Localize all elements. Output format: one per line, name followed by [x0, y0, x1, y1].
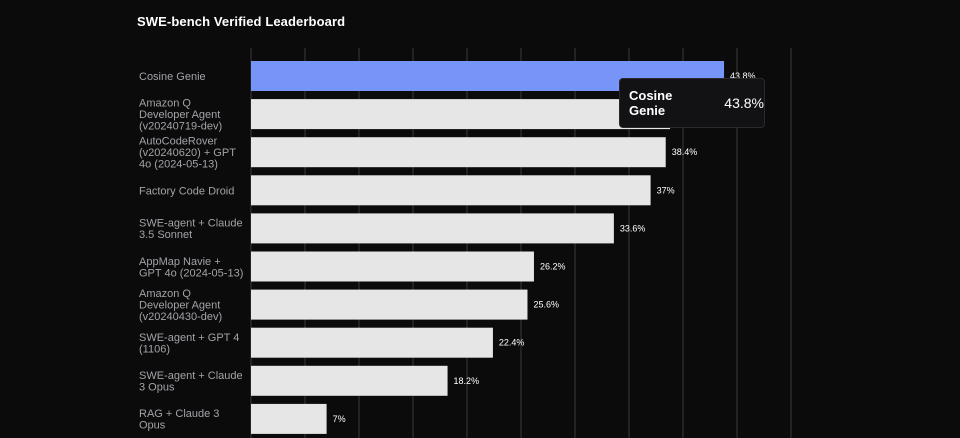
category-label-line: Factory Code Droid — [139, 185, 234, 197]
category-label-line: 3.5 Sonnet — [139, 229, 192, 241]
category-label: SWE-agent + Claude 3.5 Sonnet — [139, 218, 243, 242]
category-label-line: Developer Agent — [139, 300, 220, 312]
category-label-line: (v20240620) + GPT — [139, 147, 236, 159]
bar[interactable] — [251, 137, 666, 168]
category-label-line: Opus — [139, 420, 166, 432]
category-label: Factory Code Droid — [139, 185, 234, 197]
category-label: SWE-agent + GPT 4 (1106) — [139, 332, 239, 356]
bar-value-label: 25.6% — [533, 300, 559, 310]
category-label-line: Amazon Q — [139, 98, 191, 110]
category-label-line: (v20240430-dev) — [139, 311, 222, 323]
tooltip-value: 43.8% — [724, 95, 764, 111]
bar-value-label: 7% — [333, 414, 346, 424]
category-label-line: 4o (2024-05-13) — [139, 159, 218, 171]
category-label-line: AppMap Navie + — [139, 256, 221, 268]
bar[interactable] — [251, 213, 614, 244]
bar[interactable] — [251, 175, 651, 206]
category-label: AutoCodeRover (v20240620) + GPT 4o (2024-0… — [139, 136, 236, 171]
category-label-line: Amazon Q — [139, 288, 191, 300]
bar[interactable] — [251, 289, 528, 320]
bar-value-label: 26.2% — [540, 262, 566, 272]
bar[interactable] — [251, 99, 671, 130]
category-label-line: SWE-agent + GPT 4 — [139, 332, 239, 344]
category-label: Cosine Genie — [139, 71, 206, 83]
bars — [251, 61, 725, 434]
category-label-line: AutoCodeRover — [139, 136, 218, 148]
tooltip-name: Cosine Genie — [629, 88, 673, 118]
category-label-line: RAG + Claude 3 — [139, 408, 219, 420]
hover-tooltip: Cosine Genie 43.8% — [619, 78, 765, 128]
bar-value-label: 33.6% — [620, 223, 646, 233]
bar-value-label: 22.4% — [499, 338, 525, 348]
category-label-line: GPT 4o (2024-05-13) — [139, 267, 243, 279]
bar[interactable] — [251, 327, 493, 358]
bar[interactable] — [251, 365, 448, 396]
category-label: Amazon Q Developer Agent (v20240719-dev) — [139, 98, 222, 133]
bar-value-label: 38.4% — [672, 147, 698, 157]
chart-title: SWE-bench Verified Leaderboard — [137, 14, 346, 29]
bar-value-label: 18.2% — [454, 376, 480, 386]
category-label: Amazon Q Developer Agent (v20240430-dev) — [139, 288, 222, 323]
bar-value-label: 37% — [657, 185, 675, 195]
category-label: AppMap Navie + GPT 4o (2024-05-13) — [139, 256, 243, 280]
category-label-line: 3 Opus — [139, 382, 175, 394]
category-label-line: (1106) — [139, 343, 170, 355]
bar[interactable] — [251, 403, 327, 434]
category-label-line: SWE-agent + Claude — [139, 218, 243, 230]
category-label-line: Developer Agent — [139, 109, 220, 121]
category-label-line: (v20240719-dev) — [139, 121, 222, 133]
category-label-line: SWE-agent + Claude — [139, 370, 243, 382]
category-label: SWE-agent + Claude 3 Opus — [139, 370, 243, 394]
bar[interactable] — [251, 251, 534, 282]
bar-value-label: 43.8% — [730, 71, 756, 81]
category-label: RAG + Claude 3 Opus — [139, 408, 219, 432]
category-label-line: Cosine Genie — [139, 71, 206, 83]
